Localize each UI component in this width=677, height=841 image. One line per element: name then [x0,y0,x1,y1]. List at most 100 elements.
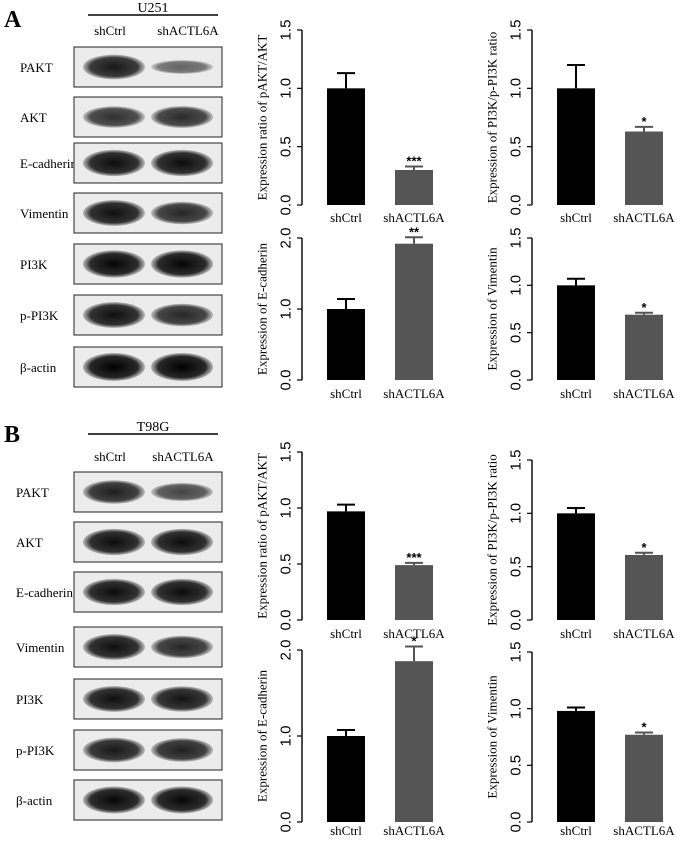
y-tick-label: 1.0 [508,275,525,296]
bar-chart: 0.0 0.5 1.0 1.5 Expression of Vimentin shCtrl… [485,228,676,401]
x-tick-label: shACTL6A [613,386,675,401]
blot-group-b: PAKT AKT E-cadherin Vimentin PI3K p-PI3K β-act… [16,471,223,821]
y-tick-label: 1.5 [508,642,525,663]
blot-band [151,149,214,177]
bar-chart: 0.0 0.5 1.0 1.5 Expression of Vimentin shCtrl… [485,642,676,838]
blot-label: p-PI3K [16,743,55,758]
y-tick-label: 0.0 [508,610,525,631]
x-tick-label: shCtrl [330,386,362,401]
bar [557,513,595,620]
x-tick-label: shACTL6A [613,626,675,641]
blot-band [82,149,145,177]
blot-label: PI3K [20,257,48,272]
bar-chart: 0.0 0.5 1.0 1.5 Expression ratio of pAKT/AKT… [255,442,446,641]
y-tick-label: 0.5 [508,136,525,157]
panel-letter-b: B [4,422,20,448]
blot-band [82,634,145,660]
y-tick-label: 1.5 [508,228,525,249]
x-tick-label: shCtrl [330,626,362,641]
blot-label: AKT [16,535,43,550]
blot-band [151,482,214,502]
y-tick-label: 0.5 [508,755,525,776]
lane-label-b-1: shACTL6A [152,449,214,464]
lane-label-a-1: shACTL6A [157,23,219,38]
y-tick-label: 0.0 [508,812,525,833]
bar [395,170,433,205]
bar [327,88,365,205]
x-tick-label: shACTL6A [383,823,445,838]
blot-band [151,578,214,606]
bar [625,554,663,620]
y-tick-label: 0.5 [508,556,525,577]
x-tick-label: shACTL6A [383,626,445,641]
blot-row: Vimentin [16,626,223,668]
panel-letter-a: A [4,7,22,33]
blot-row: Vimentin [20,192,223,234]
y-axis-label: Expression of Vimentin [485,675,500,799]
blot-row: E-cadherin [16,571,223,613]
blot-band [151,250,214,278]
blot-label: p-PI3K [20,308,59,323]
x-tick-label: shCtrl [330,210,362,225]
y-tick-label: 2.0 [278,228,295,249]
blot-band [151,303,214,327]
blot-group-a: PAKT AKT E-cadherin Vimentin PI3K p-PI3K β-act… [20,46,223,388]
blot-row: PI3K [16,678,223,720]
y-tick-label: 0.0 [278,812,295,833]
y-tick-label: 1.5 [508,20,525,41]
bar-chart: 0.0 1.0 2.0 Expression of E-cadherin shCtrl *… [255,224,446,401]
blot-label: PI3K [16,692,44,707]
x-tick-label: shCtrl [560,626,592,641]
y-tick-label: 1.5 [278,20,295,41]
blot-label: PAKT [20,60,53,75]
bar-chart: 0.0 0.5 1.0 1.5 Expression of PI3K/p-PI3K ra… [485,20,676,225]
bar [327,736,365,822]
x-tick-label: shACTL6A [383,210,445,225]
blot-band [82,578,145,606]
blot-band [82,353,145,381]
y-tick-label: 1.5 [278,442,295,463]
bar [395,243,433,380]
bar [395,661,433,822]
bar [327,511,365,620]
blot-row: p-PI3K [20,294,223,336]
blot-band [82,250,145,278]
y-axis-label: Expression ratio of pAKT/AKT [255,453,270,619]
bar-chart: 0.0 0.5 1.0 1.5 Expression of PI3K/p-PI3K ra… [485,450,676,641]
cell-line-label-b: T98G [137,420,170,435]
blot-band [82,686,145,712]
blot-band [82,786,145,814]
blot-band [82,302,145,328]
bar [395,565,433,620]
y-axis-label: Expression of PI3K/p-PI3K ratio [485,454,500,626]
y-tick-label: 0.5 [278,554,295,575]
y-axis-label: Expression ratio of pAKT/AKT [255,35,270,201]
y-tick-label: 0.0 [278,195,295,216]
blot-label: E-cadherin [16,585,74,600]
lane-label-b-0: shCtrl [94,449,126,464]
significance-mark: * [641,114,647,129]
y-tick-label: 2.0 [278,640,295,661]
significance-mark: * [641,300,647,315]
blot-band [151,60,214,74]
blot-row: AKT [16,521,223,563]
blot-row: AKT [20,96,223,138]
x-tick-label: shACTL6A [613,210,675,225]
lane-label-a-0: shCtrl [94,23,126,38]
significance-mark: *** [406,154,422,169]
y-axis-label: Expression of E-cadherin [255,242,270,375]
bar [327,309,365,380]
cell-line-label-a: U251 [137,1,168,16]
blot-band [151,528,214,556]
blot-band [151,738,214,762]
significance-mark: * [411,634,417,649]
blot-label: β-actin [16,793,53,808]
x-tick-label: shCtrl [330,823,362,838]
blot-label: E-cadherin [20,156,78,171]
blot-label: AKT [20,110,47,125]
x-tick-label: shACTL6A [613,823,675,838]
x-tick-label: shCtrl [560,210,592,225]
y-tick-label: 0.0 [278,370,295,391]
blot-label: Vimentin [20,206,69,221]
